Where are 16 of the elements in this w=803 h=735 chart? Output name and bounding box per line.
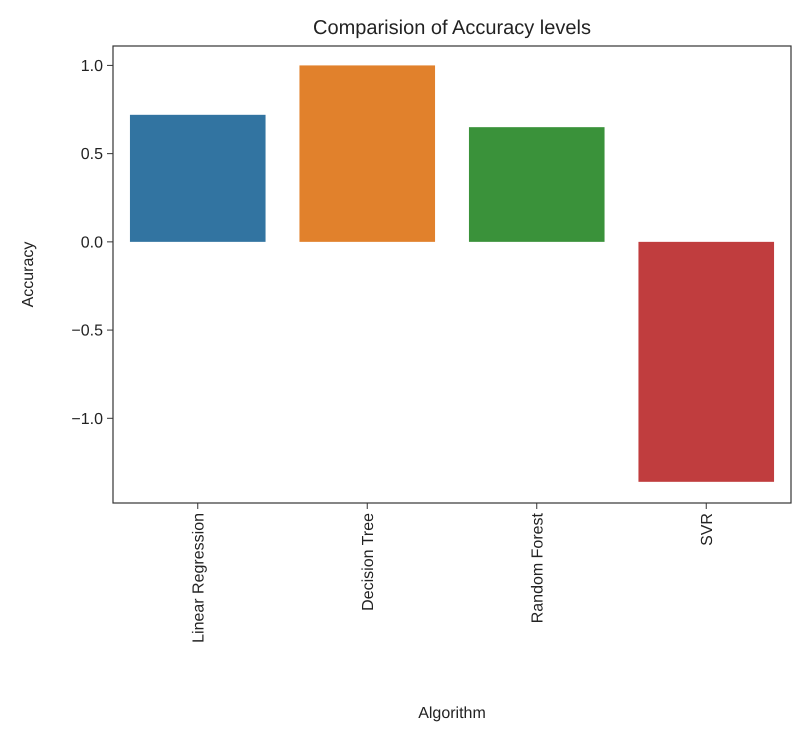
x-axis-title: Algorithm [418, 705, 486, 722]
y-axis-title: Accuracy [20, 242, 37, 308]
y-tick-label: 1.0 [80, 58, 104, 76]
x-tick-label: SVR [698, 513, 716, 546]
bar [130, 114, 266, 242]
x-tick-label: Linear Regression [190, 513, 208, 643]
x-tick-label: Random Forest [529, 512, 546, 624]
bar [299, 65, 436, 242]
y-tick-label: −1.0 [71, 410, 104, 428]
y-tick-label: −0.5 [71, 322, 104, 340]
bar [638, 242, 774, 482]
x-tick-label: Decision Tree [360, 512, 377, 611]
bar [468, 127, 605, 242]
y-tick-label: 0.0 [80, 234, 104, 252]
y-tick-label: 0.5 [80, 146, 104, 164]
chart-title: Comparision of Accuracy levels [313, 17, 591, 39]
